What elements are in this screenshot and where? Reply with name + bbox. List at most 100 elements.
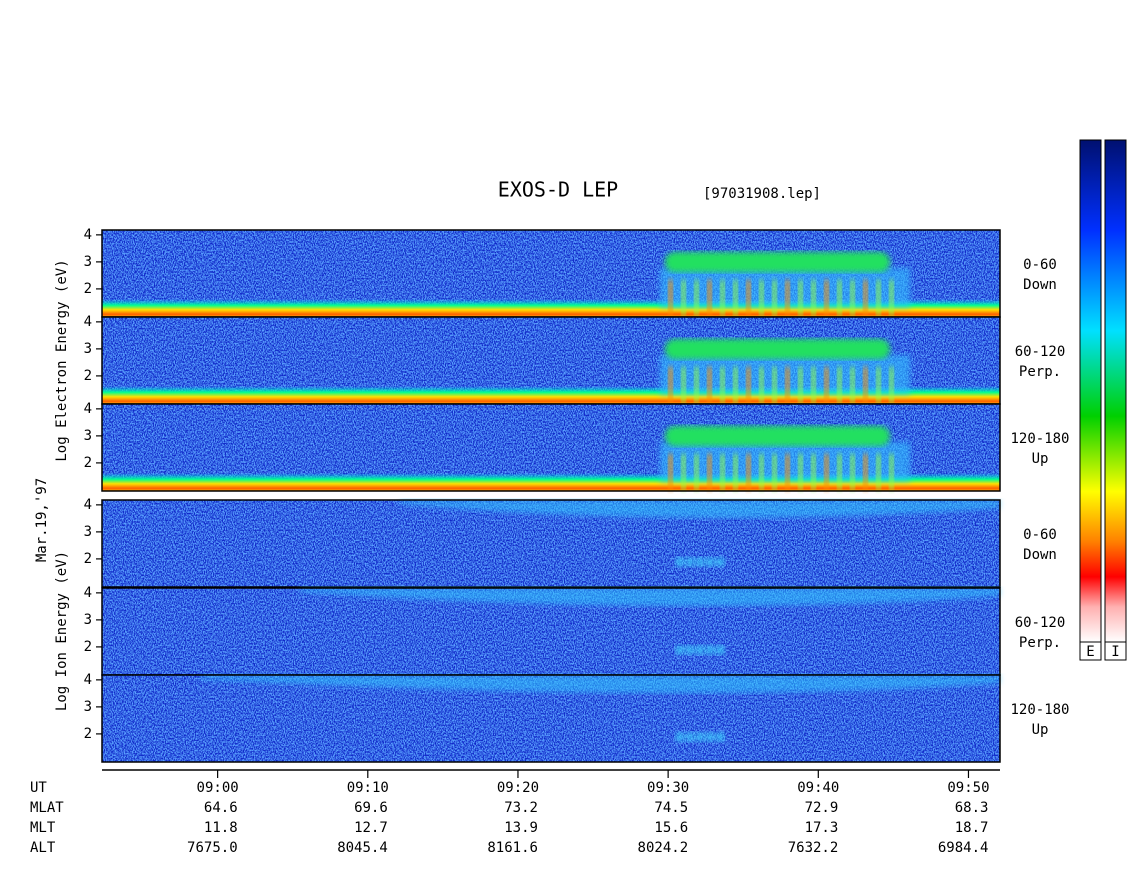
ion-blob	[705, 732, 715, 742]
burst-spike	[798, 280, 803, 316]
panel-direction: Perp.	[1019, 364, 1061, 380]
burst-spike	[733, 454, 738, 490]
burst-arc	[665, 339, 890, 359]
ion-blob	[675, 732, 685, 742]
burst-spike	[746, 367, 751, 403]
ephemeris-value: 12.7	[354, 820, 388, 836]
burst-arc	[665, 426, 890, 446]
burst-spike	[889, 454, 894, 490]
burst-spike	[720, 454, 725, 490]
burst-spike	[694, 367, 699, 403]
burst-spike	[733, 367, 738, 403]
date-label: Mar.19,'97	[34, 478, 50, 562]
panel-direction: Up	[1032, 722, 1049, 738]
burst-spike	[837, 367, 842, 403]
burst-spike	[668, 367, 673, 403]
ion-blob	[675, 645, 685, 655]
burst-spike	[798, 454, 803, 490]
ephemeris-value: 13.9	[504, 820, 538, 836]
colorbar	[1104, 139, 1127, 643]
ion-blob	[695, 557, 705, 567]
colorbar-label: I	[1111, 644, 1119, 660]
y-tick-label: 2	[84, 551, 92, 567]
ephemeris-value: 18.7	[955, 820, 989, 836]
ephemeris-value: 15.6	[654, 820, 688, 836]
ion-arc	[400, 500, 1000, 519]
burst-spike	[824, 367, 829, 403]
ion-blob	[685, 732, 695, 742]
y-tick-label: 2	[84, 726, 92, 742]
ion-blob	[705, 645, 715, 655]
burst-spike	[733, 280, 738, 316]
ephemeris-value: 8045.4	[337, 840, 388, 856]
y-tick-label: 4	[84, 227, 92, 243]
ephemeris-value: 74.5	[654, 800, 688, 816]
ion-blob	[705, 557, 715, 567]
ion-blob	[715, 557, 725, 567]
y-tick-label: 3	[84, 524, 92, 540]
ion-arc	[200, 675, 1000, 694]
subtitle: [97031908.lep]	[703, 186, 821, 202]
x-tick-label: 09:00	[197, 780, 239, 796]
burst-spike	[746, 454, 751, 490]
burst-spike	[681, 454, 686, 490]
panel-frame	[101, 499, 1001, 588]
burst-spike	[837, 454, 842, 490]
burst-spike	[681, 367, 686, 403]
ephemeris-value: 8024.2	[638, 840, 689, 856]
y-tick-label: 4	[84, 401, 92, 417]
ion-blob	[715, 645, 725, 655]
y-tick-label: 3	[84, 254, 92, 270]
ephemeris-value: 69.6	[354, 800, 388, 816]
x-tick-label: 09:10	[347, 780, 389, 796]
y-tick-label: 4	[84, 314, 92, 330]
ephemeris-value: 17.3	[805, 820, 839, 836]
burst-spike	[759, 280, 764, 316]
panel-direction: Down	[1023, 277, 1057, 293]
y-tick-label: 3	[84, 341, 92, 357]
burst-spike	[785, 454, 790, 490]
panel-angle: 120-180	[1010, 431, 1069, 447]
burst-spike	[772, 367, 777, 403]
burst-spike	[759, 367, 764, 403]
burst-spike	[837, 280, 842, 316]
x-tick-label: 09:40	[797, 780, 839, 796]
burst-spike	[694, 280, 699, 316]
panel-angle: 60-120	[1015, 615, 1066, 631]
ion-blob	[715, 732, 725, 742]
burst-spike	[772, 454, 777, 490]
y-tick-label: 4	[84, 497, 92, 513]
burst-spike	[772, 280, 777, 316]
chart-title: EXOS-D LEP	[498, 178, 618, 202]
burst-spike	[811, 280, 816, 316]
burst-spike	[759, 454, 764, 490]
burst-spike	[811, 454, 816, 490]
y-tick-label: 4	[84, 585, 92, 601]
x-tick-label: 09:20	[497, 780, 539, 796]
burst-arc	[665, 252, 890, 272]
x-tick-label: 09:30	[647, 780, 689, 796]
burst-spike	[707, 454, 712, 490]
colorbar-label-box	[1079, 641, 1102, 661]
ephemeris-name: MLT	[30, 820, 56, 836]
burst-spike	[785, 280, 790, 316]
burst-spike	[785, 367, 790, 403]
panel-direction: Down	[1023, 547, 1057, 563]
y-tick-label: 3	[84, 612, 92, 628]
ephemeris-value: 11.8	[204, 820, 238, 836]
burst-spike	[876, 454, 881, 490]
y-tick-label: 4	[84, 672, 92, 688]
burst-spike	[876, 280, 881, 316]
y-tick-label: 2	[84, 455, 92, 471]
y-tick-label: 2	[84, 368, 92, 384]
ion-blob	[695, 645, 705, 655]
ephemeris-name: ALT	[30, 840, 56, 856]
panel-angle: 120-180	[1010, 702, 1069, 718]
burst-spike	[863, 280, 868, 316]
ion-blob	[685, 557, 695, 567]
ephemeris-value: 7632.2	[788, 840, 839, 856]
panel-angle: 60-120	[1015, 344, 1066, 360]
burst-spike	[876, 367, 881, 403]
burst-spike	[798, 367, 803, 403]
